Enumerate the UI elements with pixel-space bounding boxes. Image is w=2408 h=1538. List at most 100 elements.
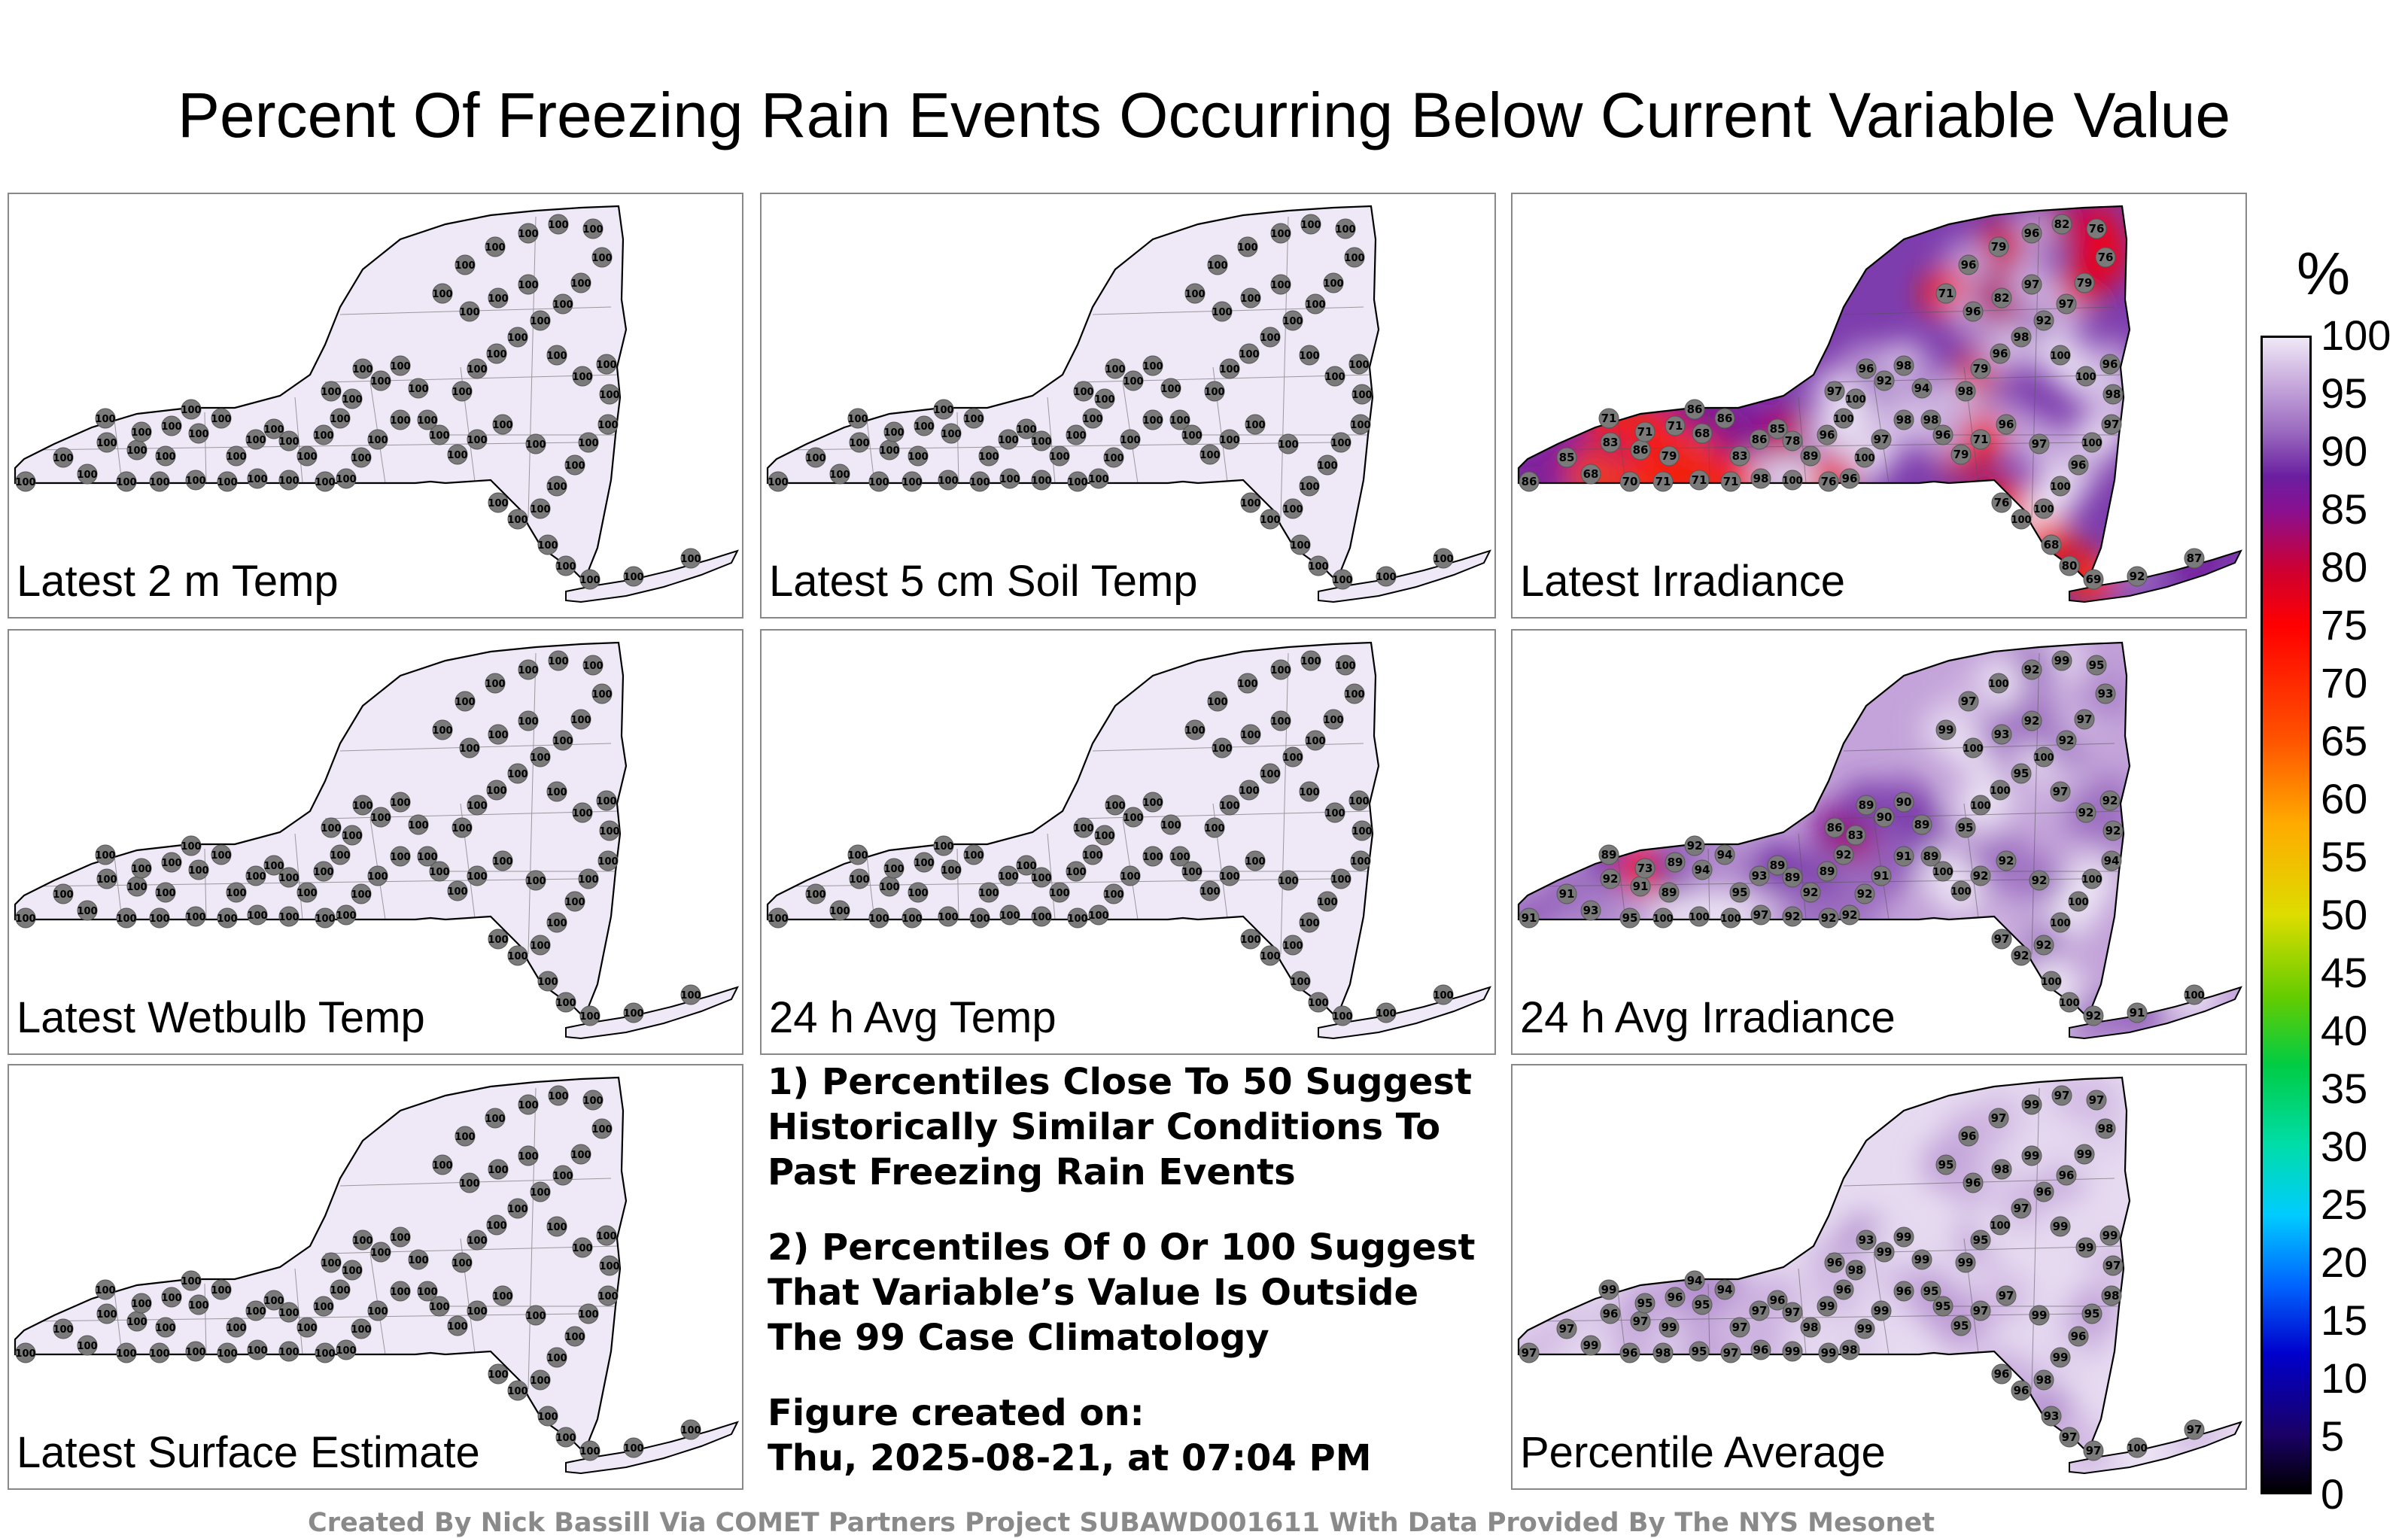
station-value: 100 <box>908 888 928 899</box>
station-value: 99 <box>2032 1309 2048 1322</box>
station-marker: 97 <box>2051 1085 2072 1106</box>
station-value: 100 <box>768 477 788 488</box>
note-1-line-1: 1) Percentiles Close To 50 Suggest <box>768 1061 1472 1103</box>
station-value: 100 <box>1067 477 1087 488</box>
station-marker: 93 <box>1749 865 1770 886</box>
station-value: 100 <box>1142 415 1163 427</box>
station-value: 92 <box>1803 886 1819 899</box>
station-marker: 100 <box>408 814 429 835</box>
station-marker: 100 <box>1237 673 1258 694</box>
station-marker: 100 <box>488 287 509 309</box>
station-marker: 100 <box>390 409 411 430</box>
station-marker: 100 <box>1212 737 1233 758</box>
station-value: 100 <box>459 1178 479 1190</box>
station-marker: 97 <box>1750 904 1771 926</box>
station-marker: 100 <box>149 907 170 929</box>
station-value: 97 <box>1874 433 1890 446</box>
station-value: 100 <box>467 871 487 883</box>
station-value: 100 <box>1169 852 1190 863</box>
station-marker: 100 <box>1324 802 1345 823</box>
station-marker: 100 <box>1094 825 1115 846</box>
station-marker: 100 <box>278 430 299 451</box>
station-marker: 95 <box>1920 1281 1941 1302</box>
station-value: 100 <box>2033 504 2054 515</box>
station-marker: 100 <box>1433 984 1454 1005</box>
station-marker: 100 <box>1282 935 1303 956</box>
station-marker: 100 <box>1950 880 1972 901</box>
station-marker: 100 <box>1348 790 1370 811</box>
station-value: 95 <box>1695 1298 1710 1312</box>
station-marker: 100 <box>1433 548 1454 569</box>
colorbar-tick-label: 5 <box>2321 1412 2345 1460</box>
station-value: 96 <box>2014 1384 2029 1397</box>
station-value: 100 <box>352 801 372 812</box>
station-value: 100 <box>1376 1008 1396 1020</box>
station-marker: 100 <box>161 415 182 436</box>
station-value: 91 <box>1874 869 1890 883</box>
station-marker: 79 <box>1659 445 1680 467</box>
station-value: 100 <box>1323 715 1343 726</box>
station-value: 100 <box>351 1324 371 1336</box>
station-marker: 100 <box>296 882 318 903</box>
station-value: 100 <box>555 561 576 573</box>
station-marker: 97 <box>2029 433 2050 454</box>
station-marker: 100 <box>1082 844 1103 865</box>
station-marker: 95 <box>1970 1229 1991 1251</box>
station-value: 93 <box>1583 904 1599 917</box>
station-marker: 100 <box>963 844 984 865</box>
station-marker: 96 <box>2099 354 2121 375</box>
station-marker: 97 <box>1871 429 1892 450</box>
station-value: 100 <box>492 1291 512 1302</box>
station-value: 100 <box>1344 689 1364 701</box>
station-marker: 100 <box>1270 710 1291 731</box>
station-value: 95 <box>1637 1296 1653 1310</box>
station-value: 100 <box>546 351 567 362</box>
station-marker: 100 <box>131 858 152 879</box>
station-value: 100 <box>591 253 612 264</box>
station-value: 100 <box>879 882 899 893</box>
colorbar-unit: % <box>2297 240 2351 307</box>
station-value: 92 <box>2032 874 2048 887</box>
station-marker: 100 <box>313 861 334 882</box>
station-value: 94 <box>1695 863 1710 877</box>
station-marker: 100 <box>226 445 247 467</box>
station-value: 100 <box>15 913 35 925</box>
station-marker: 97 <box>1720 1342 1741 1363</box>
station-value: 95 <box>1923 1284 1939 1298</box>
station-marker: 89 <box>1856 795 1877 816</box>
station-value: 100 <box>1049 451 1069 463</box>
station-value: 100 <box>680 1425 701 1436</box>
station-value: 100 <box>1260 333 1280 344</box>
station-marker: 86 <box>1630 439 1651 460</box>
station-marker: 100 <box>488 492 509 513</box>
station-value: 100 <box>1270 280 1291 291</box>
station-value: 100 <box>599 390 619 401</box>
station-value: 100 <box>1720 913 1741 925</box>
station-marker: 100 <box>1120 429 1141 450</box>
station-marker: 100 <box>768 471 789 492</box>
station-value: 98 <box>1994 1163 2010 1176</box>
station-value: 100 <box>901 913 922 925</box>
station-marker: 100 <box>1094 388 1115 409</box>
county-line <box>528 652 537 955</box>
station-marker: 86 <box>1714 408 1735 429</box>
station-value: 100 <box>1240 293 1260 305</box>
station-marker: 100 <box>447 1315 468 1336</box>
station-value: 99 <box>1583 1339 1599 1352</box>
station-value: 100 <box>537 540 558 552</box>
station-value: 79 <box>1953 448 1969 461</box>
station-value: 100 <box>1237 242 1257 254</box>
station-value: 100 <box>1845 394 1865 406</box>
station-value: 100 <box>969 913 990 925</box>
station-value: 100 <box>879 445 899 457</box>
station-value: 100 <box>486 786 506 797</box>
station-value: 99 <box>1914 1253 1930 1266</box>
station-value: 71 <box>1973 433 1989 446</box>
station-value: 100 <box>116 913 136 925</box>
ny-state-map: 1001001001001001001001001001001001001001… <box>14 1076 739 1475</box>
station-value: 100 <box>1239 349 1259 360</box>
station-marker: 100 <box>1278 870 1299 891</box>
station-value: 100 <box>1854 453 1874 464</box>
station-value: 100 <box>2050 918 2070 929</box>
station-value: 100 <box>149 1348 169 1360</box>
